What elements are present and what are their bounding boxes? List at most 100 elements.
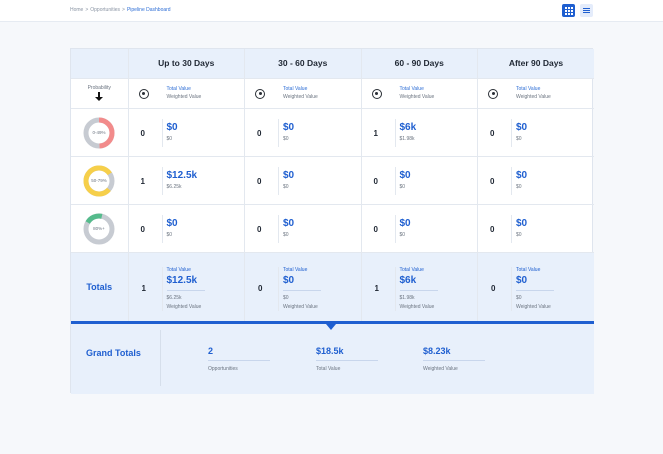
- breadcrumb-opportunities[interactable]: Opportunities: [90, 7, 121, 13]
- totals-weighted-value: $6.25k: [166, 294, 182, 301]
- pipeline-cell[interactable]: 0 $0 $0: [128, 108, 245, 157]
- weighted-value-label: Weighted Value: [166, 303, 202, 310]
- pipeline-cell[interactable]: 0 $0 $0: [361, 204, 478, 253]
- probability-band-label: 50-79%: [91, 177, 107, 183]
- divider: [516, 289, 554, 291]
- pipeline-cell[interactable]: 0 $0 $0: [361, 156, 478, 205]
- target-icon[interactable]: [371, 88, 382, 99]
- total-value: $6k: [399, 121, 417, 133]
- total-value-label: Total Value: [166, 266, 191, 273]
- value-legend-cell: Total Value Weighted Value: [477, 78, 594, 109]
- weighted-value: $0: [516, 135, 522, 142]
- opportunity-count: 1: [373, 128, 378, 138]
- grand-stat-value: 2: [208, 346, 214, 356]
- probability-sort[interactable]: Probability: [71, 78, 129, 109]
- totals-count: 0: [258, 283, 263, 293]
- notch-pointer: [326, 324, 336, 330]
- target-icon[interactable]: [488, 88, 498, 99]
- grand-stat-label: Weighted Value: [423, 366, 458, 372]
- opportunity-count: 0: [140, 224, 145, 234]
- pipeline-cell[interactable]: 1 $6k $1.98k: [361, 108, 478, 157]
- divider: [511, 118, 512, 147]
- weighted-value-label: Weighted Value: [283, 303, 318, 310]
- divider: [511, 266, 512, 311]
- total-value: $0: [166, 217, 178, 229]
- grand-stat-weighted-value: $8.23k Weighted Value: [423, 346, 485, 372]
- total-value: $0: [283, 217, 295, 229]
- value-legend: Total Value Weighted Value: [516, 85, 551, 101]
- grand-stat-total-value: $18.5k Total Value: [316, 346, 378, 372]
- value-legend: Total Value Weighted Value: [167, 85, 202, 101]
- divider: [208, 360, 270, 361]
- target-icon[interactable]: [138, 88, 149, 99]
- total-value-legend: Total Value: [399, 85, 424, 92]
- target-icon[interactable]: [255, 88, 265, 99]
- divider: [160, 330, 161, 386]
- total-value: $12.5k: [166, 169, 198, 181]
- probability-band-label: 0-49%: [92, 129, 106, 135]
- totals-count: 0: [491, 283, 496, 293]
- totals-total-value: $6k: [399, 274, 417, 286]
- total-value: $0: [283, 169, 295, 181]
- weighted-value: $0: [283, 135, 289, 142]
- opportunity-count: 0: [490, 128, 495, 138]
- weighted-value: $0: [283, 183, 289, 190]
- grid-view-button[interactable]: [562, 4, 575, 17]
- total-value-legend: Total Value: [283, 85, 308, 92]
- divider: [278, 266, 279, 311]
- list-view-button[interactable]: [580, 4, 593, 17]
- corner-header: [71, 49, 129, 79]
- list-icon: [583, 7, 590, 14]
- totals-cell: 1 Total Value $6k $1.98k Weighted Value: [361, 252, 478, 323]
- bucket-header: Up to 30 Days: [128, 49, 245, 79]
- divider: [166, 289, 205, 291]
- totals-weighted-value: $0: [516, 294, 522, 301]
- totals-label: Totals: [71, 252, 129, 323]
- opportunity-count: 0: [373, 176, 378, 186]
- weighted-value: $0: [283, 231, 289, 238]
- breadcrumb-home[interactable]: Home: [70, 7, 84, 13]
- breadcrumb-separator: >: [85, 7, 89, 13]
- probability-band-cell: 0-49%: [71, 108, 129, 157]
- pipeline-cell[interactable]: 1 $12.5k $6.25k: [128, 156, 245, 205]
- grand-stat-label: Total Value: [316, 366, 341, 372]
- opportunity-count: 1: [140, 176, 145, 186]
- total-value: $0: [516, 169, 528, 181]
- grand-stat-value: $18.5k: [316, 346, 344, 356]
- total-value: $0: [399, 217, 411, 229]
- totals-weighted-value: $0: [283, 294, 289, 301]
- weighted-value: $1.98k: [399, 135, 415, 142]
- pipeline-cell[interactable]: 0 $0 $0: [477, 156, 594, 205]
- pipeline-cell[interactable]: 0 $0 $0: [244, 204, 362, 253]
- donut-fill: [83, 213, 115, 244]
- divider: [278, 214, 279, 243]
- weighted-value: $0: [166, 231, 173, 238]
- opportunity-count: 0: [490, 176, 495, 186]
- weighted-value: $0: [516, 231, 522, 238]
- pipeline-cell[interactable]: 0 $0 $0: [477, 108, 594, 157]
- divider: [394, 266, 396, 311]
- divider: [161, 266, 163, 311]
- totals-cell: 0 Total Value $0 $0 Weighted Value: [244, 252, 362, 323]
- grand-stat-opportunities: 2 Opportunities: [208, 346, 270, 372]
- divider: [278, 166, 279, 195]
- total-value-legend: Total Value: [166, 85, 191, 92]
- pipeline-cell[interactable]: 0 $0 $0: [477, 204, 594, 253]
- total-value-label: Total Value: [283, 266, 308, 273]
- pipeline-panel: Up to 30 Days 30 - 60 Days 60 - 90 Days …: [70, 48, 594, 394]
- total-value: $0: [166, 121, 178, 133]
- value-legend-cell: Total Value Weighted Value: [244, 78, 362, 109]
- divider: [394, 118, 396, 147]
- weighted-value-legend: Weighted Value: [516, 93, 551, 100]
- probability-donut: [83, 117, 115, 148]
- divider: [511, 166, 512, 195]
- pipeline-cell[interactable]: 0 $0 $0: [128, 204, 245, 253]
- opportunity-count: 0: [257, 176, 262, 186]
- pipeline-cell[interactable]: 0 $0 $0: [244, 156, 362, 205]
- divider: [394, 214, 396, 243]
- opportunity-count: 0: [490, 224, 495, 234]
- pipeline-cell[interactable]: 0 $0 $0: [244, 108, 362, 157]
- value-legend: Total Value Weighted Value: [283, 85, 318, 101]
- bucket-header: 30 - 60 Days: [244, 49, 362, 79]
- weighted-value: $0: [399, 231, 406, 238]
